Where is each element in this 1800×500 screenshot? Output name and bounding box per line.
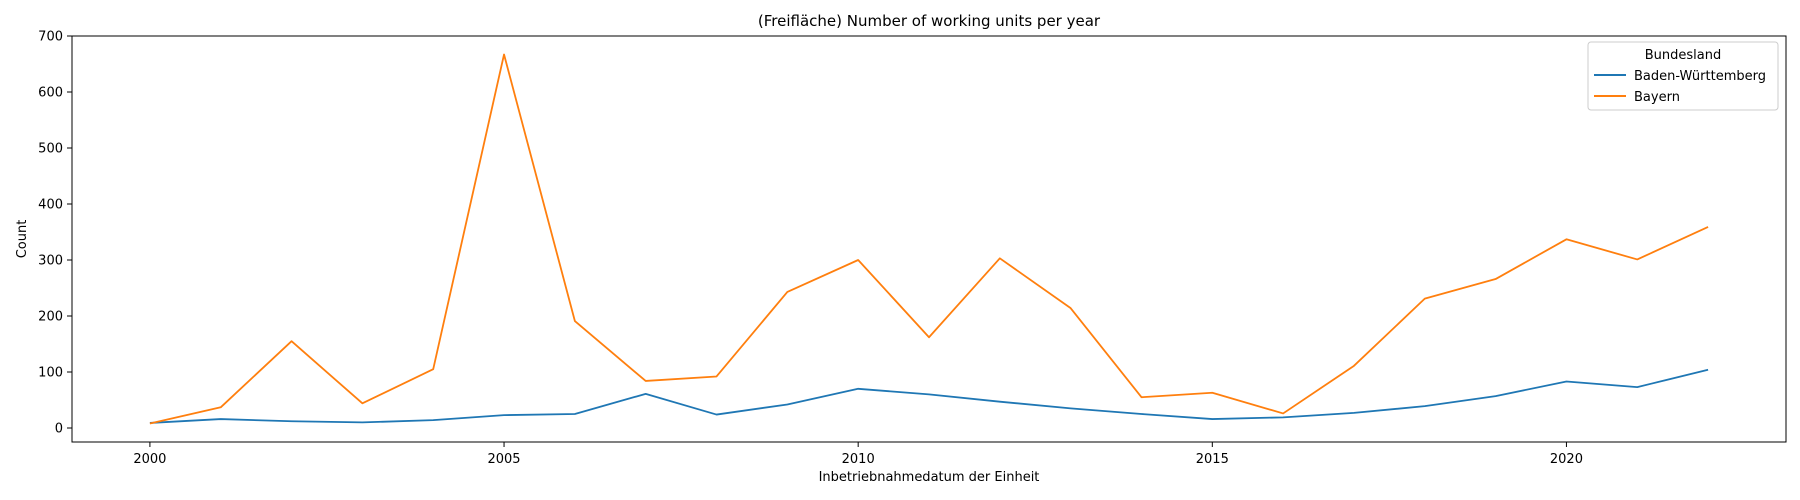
chart-title: (Freifläche) Number of working units per…: [758, 12, 1101, 30]
x-axis-label: Inbetriebnahmedatum der Einheit: [819, 470, 1040, 485]
legend-title: Bundesland: [1645, 48, 1722, 63]
x-axis-ticks: 2000 2005 2010 2015 2020: [133, 442, 1583, 467]
x-tick-label: 2005: [487, 452, 520, 467]
x-tick-label: 2000: [133, 452, 166, 467]
y-tick-label: 700: [38, 30, 63, 45]
y-tick-label: 0: [55, 422, 63, 437]
y-tick-label: 300: [38, 254, 63, 269]
y-tick-label: 200: [38, 310, 63, 325]
y-axis-ticks: 0 100 200 300 400 500 600 700: [38, 30, 72, 437]
x-tick-label: 2015: [1196, 452, 1229, 467]
series-lines: [149, 53, 1709, 425]
y-tick-label: 500: [38, 142, 63, 157]
y-axis-label: Count: [15, 220, 30, 259]
x-tick-label: 2010: [842, 452, 875, 467]
y-tick-label: 100: [38, 366, 63, 381]
x-tick-label: 2020: [1550, 452, 1583, 467]
series-line-baden-wurttemberg: [149, 368, 1709, 424]
y-tick-label: 600: [38, 86, 63, 101]
y-tick-label: 400: [38, 198, 63, 213]
legend-label-bayern: Bayern: [1634, 90, 1680, 105]
legend-box: [1587, 41, 1779, 111]
plot-frame: [71, 35, 1787, 443]
legend: Bundesland Baden-Württemberg Bayern: [1587, 41, 1779, 111]
legend-label-baden-wurttemberg: Baden-Württemberg: [1634, 69, 1766, 84]
series-line-bayern: [149, 53, 1709, 425]
